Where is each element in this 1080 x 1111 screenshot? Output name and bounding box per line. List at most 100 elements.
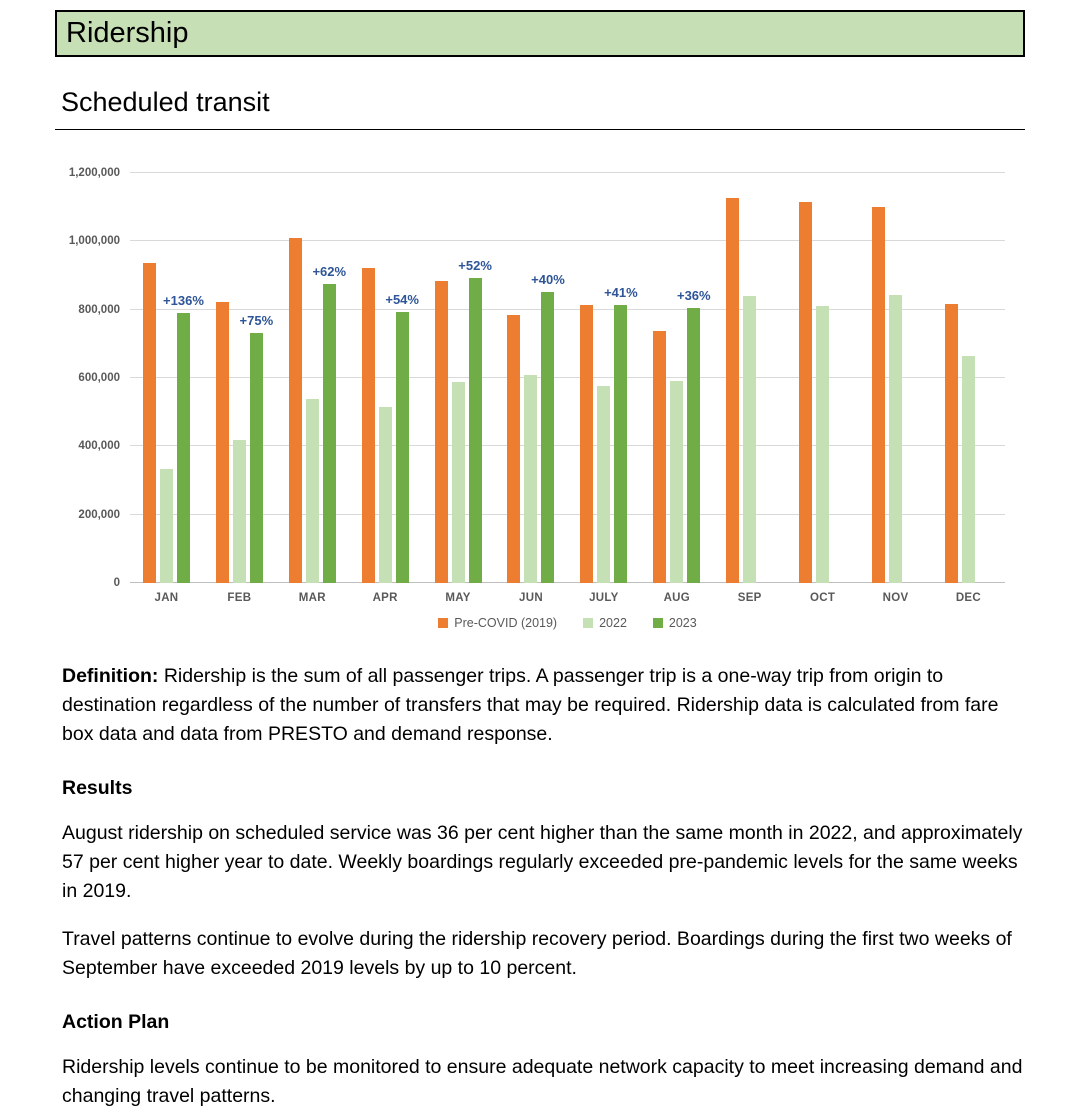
bar-2023-feb: +75% [240, 313, 273, 583]
pct-change-label-feb: +75% [239, 313, 274, 329]
bar-group-apr: +54% [361, 173, 419, 583]
y-tick-600000: 600,000 [78, 372, 120, 384]
bar-2022-may [451, 382, 465, 583]
y-tick-800000: 800,000 [78, 303, 120, 316]
bar-2022-sep [743, 296, 757, 583]
definition-text: Ridership is the sum of all passenger tr… [62, 665, 999, 745]
bar-pre-covid-2019-feb [215, 302, 229, 583]
results-paragraph-1: August ridership on scheduled service wa… [62, 822, 1023, 902]
x-tick-apr: APR [372, 592, 398, 604]
bar-pre-covid-2019-mar [288, 237, 302, 583]
bar-2023-mar: +62% [312, 264, 346, 583]
bar-2022-aug [670, 380, 684, 583]
y-tick-1000000: 1,000,000 [68, 235, 120, 248]
bar-2023-jan: +136% [163, 293, 204, 583]
bar-pre-covid-2019-dec [944, 303, 958, 583]
x-tick-sep: SEP [737, 592, 762, 604]
x-tick-dec: DEC [955, 592, 982, 604]
bar-group-aug: +36% [653, 173, 711, 583]
bar-pre-covid-2019-may [434, 280, 448, 583]
month-labels: JAN FEB MAR APR MAY JUN JULY AUG SEP OCT NOV DEC [130, 592, 1005, 604]
banner-title: Ridership [66, 17, 189, 49]
legend-label: 2023 [668, 616, 697, 630]
legend-swatch-icon [583, 618, 594, 628]
gridline-1000000 [130, 240, 1005, 242]
legend-item-2022: 2022 [583, 616, 627, 630]
x-tick-oct: OCT [810, 592, 836, 604]
bar-group-jun: +40% [507, 173, 565, 583]
legend-swatch-icon [438, 618, 449, 628]
bar-pre-covid-2019-apr [361, 267, 375, 583]
chart-legend: Pre-COVID (2019) 2022 2023 [130, 616, 1005, 630]
x-tick-jun: JUN [519, 592, 543, 604]
bar-pre-covid-2019-oct [799, 201, 813, 583]
body-text: Definition: Ridership is the sum of all … [55, 662, 1025, 1111]
gridline-600000 [130, 377, 1005, 378]
bar-2022-july [597, 385, 611, 583]
bar-pre-covid-2019-sep [726, 197, 740, 583]
bar-2022-apr [378, 407, 392, 583]
bar-pre-covid-2019-jan [142, 262, 156, 583]
y-tick-200000: 200,000 [78, 508, 120, 521]
pct-change-label-aug: +36% [676, 287, 711, 303]
bar-group-sep [726, 173, 773, 583]
y-tick-0: 0 [113, 577, 120, 589]
x-tick-feb: FEB [227, 592, 252, 604]
bar-group-jan: +136% [142, 173, 204, 583]
x-tick-jan: JAN [154, 592, 179, 604]
legend-item-pre-covid-2019: Pre-COVID (2019) [438, 616, 557, 630]
bar-pre-covid-2019-aug [653, 331, 667, 583]
x-tick-nov: NOV [882, 592, 909, 604]
bar-2022-feb [232, 440, 246, 583]
pct-change-label-july: +41% [604, 284, 638, 300]
bar-2023-july: +41% [604, 285, 638, 583]
legend-label: Pre-COVID (2019) [454, 616, 558, 630]
ridership-banner: Ridership [55, 10, 1025, 57]
bar-group-july: +41% [580, 173, 638, 583]
x-tick-may: MAY [445, 592, 471, 604]
bar-2023-aug: +36% [677, 288, 711, 583]
bar-group-mar: +62% [288, 173, 346, 583]
bar-2022-jun [524, 375, 538, 583]
bar-2022-jan [159, 468, 173, 583]
legend-swatch-icon [652, 618, 663, 628]
bar-groups: +136% +75% +62% +54% +52% +40% +41% +36% [130, 173, 1005, 583]
section-title: Scheduled transit [61, 87, 270, 117]
pct-change-label-mar: +62% [312, 264, 347, 280]
bar-2022-dec [961, 355, 975, 583]
bar-pre-covid-2019-july [580, 304, 594, 583]
results-paragraph-2: Travel patterns continue to evolve durin… [62, 928, 1012, 979]
bar-group-nov [872, 173, 919, 583]
pct-change-label-jun: +40% [531, 272, 565, 288]
bar-group-may: +52% [434, 173, 492, 583]
bar-pre-covid-2019-jun [507, 314, 521, 583]
action-plan-paragraph: Ridership levels continue to be monitore… [62, 1056, 1023, 1107]
x-axis-line [130, 582, 1005, 583]
y-tick-400000: 400,000 [78, 440, 120, 453]
bar-group-feb: +75% [215, 173, 273, 583]
bar-2022-nov [889, 295, 903, 583]
pct-change-label-may: +52% [458, 258, 492, 274]
x-tick-mar: MAR [298, 592, 326, 604]
bar-pre-covid-2019-nov [872, 207, 886, 583]
bar-group-oct [799, 173, 846, 583]
definition-label: Definition: [62, 665, 159, 687]
y-tick-1200000: 1,200,000 [68, 167, 120, 179]
bar-2023-jun: +40% [531, 272, 565, 583]
x-tick-aug: AUG [663, 592, 691, 604]
gridline-400000 [130, 445, 1005, 447]
bar-2023-apr: +54% [385, 292, 419, 583]
pct-change-label-apr: +54% [385, 292, 419, 308]
bars-area: +136% +75% +62% +54% +52% +40% +41% +36% [130, 172, 1005, 583]
bar-group-dec [944, 173, 992, 583]
action-plan-heading: Action Plan [62, 1011, 170, 1033]
definition-paragraph: Definition: Ridership is the sum of all … [62, 662, 1023, 749]
plot-area: +136% +75% +62% +54% +52% +40% +41% +36% JAN FEB… [130, 172, 1005, 630]
legend-label: 2022 [599, 616, 627, 630]
bar-2023-may: +52% [458, 258, 492, 583]
bar-2022-mar [305, 398, 319, 583]
y-axis-labels: 0 200,000 400,000 600,000 800,000 1,000,000 1,… [55, 167, 120, 589]
results-heading: Results [62, 777, 133, 799]
x-tick-july: JULY [589, 592, 619, 604]
